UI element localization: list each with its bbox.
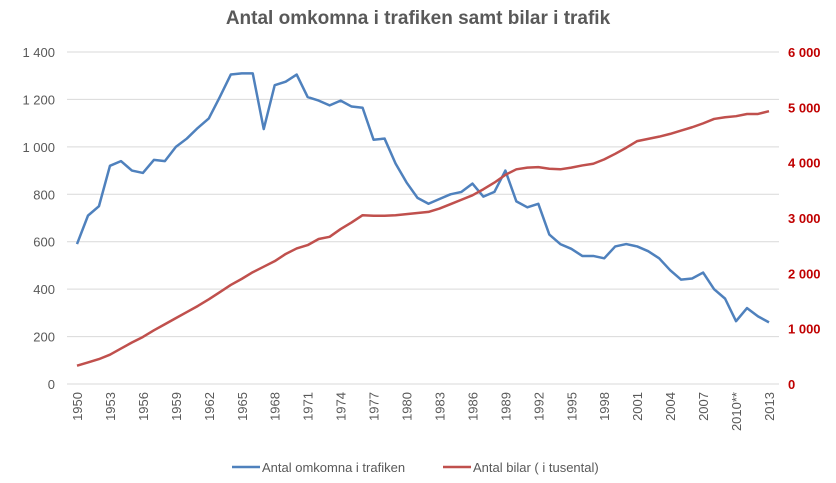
x-tick-label: 1953 — [103, 392, 118, 421]
legend-label: Antal omkomna i trafiken — [262, 460, 405, 475]
x-tick-label: 1992 — [531, 392, 546, 421]
x-tick-label: 1950 — [70, 392, 85, 421]
x-tick-label: 1968 — [268, 392, 283, 421]
y2-tick-label: 1 000 — [788, 322, 821, 337]
y2-tick-label: 2 000 — [788, 266, 821, 281]
x-tick-label: 1986 — [465, 392, 480, 421]
y-tick-label: 200 — [33, 330, 55, 345]
x-tick-label: 1995 — [564, 392, 579, 421]
x-tick-label: 1971 — [301, 392, 316, 421]
x-tick-label: 1956 — [136, 392, 151, 421]
legend-label: Antal bilar ( i tusental) — [473, 460, 599, 475]
x-tick-label: 2001 — [630, 392, 645, 421]
y2-tick-label: 5 000 — [788, 100, 821, 115]
x-tick-label: 1998 — [597, 392, 612, 421]
y-tick-label: 600 — [33, 235, 55, 250]
y2-tick-label: 6 000 — [788, 45, 821, 60]
y-tick-label: 1 200 — [22, 92, 55, 107]
y2-tick-label: 3 000 — [788, 211, 821, 226]
y2-tick-label: 4 000 — [788, 156, 821, 171]
y2-tick-label: 0 — [788, 377, 795, 392]
y-tick-label: 800 — [33, 187, 55, 202]
series-line — [76, 109, 770, 367]
x-tick-label: 1962 — [202, 392, 217, 421]
x-tick-label: 1989 — [498, 392, 513, 421]
y-tick-label: 1 400 — [22, 45, 55, 60]
x-tick-label: 1983 — [432, 392, 447, 421]
x-tick-label: 2010** — [729, 392, 744, 431]
x-tick-label: 1980 — [400, 392, 415, 421]
y-tick-label: 1 000 — [22, 140, 55, 155]
x-tick-label: 2004 — [663, 392, 678, 421]
x-tick-label: 1977 — [367, 392, 382, 421]
x-tick-label: 1974 — [334, 392, 349, 421]
y-tick-label: 0 — [48, 377, 55, 392]
chart-title: Antal omkomna i trafiken samt bilar i tr… — [226, 8, 611, 29]
x-tick-label: 1959 — [169, 392, 184, 421]
x-tick-label: 2013 — [762, 392, 777, 421]
series-line — [75, 72, 770, 324]
x-tick-label: 1965 — [235, 392, 250, 421]
y-tick-label: 400 — [33, 282, 55, 297]
x-tick-label: 2007 — [696, 392, 711, 421]
